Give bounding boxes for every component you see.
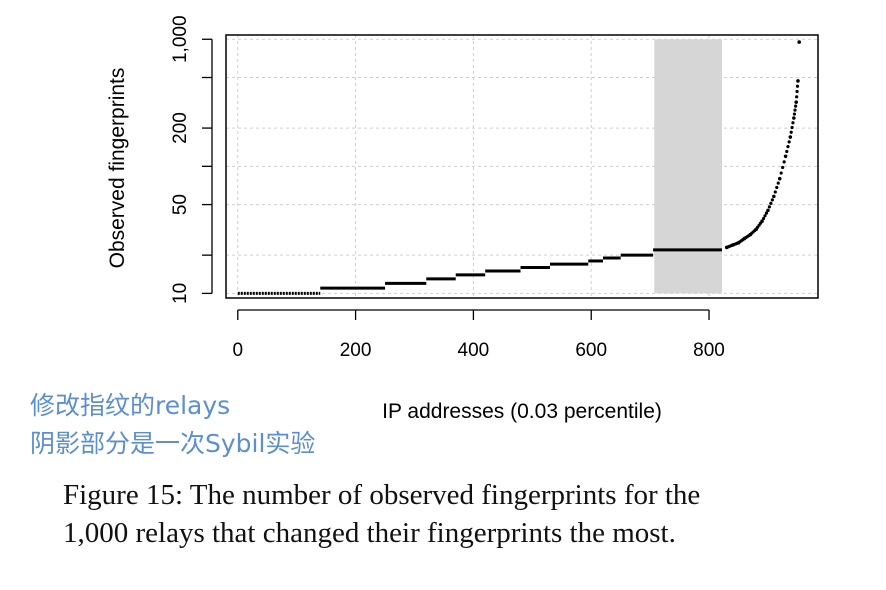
x-tick-label: 200 [340, 340, 372, 361]
series-point [776, 181, 780, 185]
series-point [781, 165, 785, 170]
x-axis-title: IP addresses (0.03 percentile) [382, 400, 662, 423]
series-point [758, 221, 763, 225]
x-tick-label: 0 [232, 340, 243, 361]
series-point [735, 241, 739, 245]
figure-caption: Figure 15: The number of observed finger… [63, 476, 863, 552]
series-point [769, 201, 773, 205]
series-point [763, 214, 767, 218]
series-point [775, 185, 779, 190]
chart: 0 200 400 600 800 10 50 200 1,000 IP addresses … [106, 15, 819, 423]
x-tick-label: 800 [693, 340, 725, 361]
series-point [782, 160, 786, 164]
y-tick-label: 10 [170, 283, 191, 304]
y-tick-label: 50 [170, 194, 191, 215]
series-point [761, 216, 766, 221]
series-point [787, 140, 791, 144]
series-point [753, 228, 757, 233]
series-point [766, 208, 770, 213]
series-point [794, 100, 799, 104]
series-point [795, 84, 800, 88]
series-point [729, 244, 733, 248]
series-point [777, 176, 782, 181]
y-axis-title: Observed fingerprints [106, 68, 129, 269]
series-point [773, 190, 777, 194]
series-point [785, 149, 789, 154]
series-point [772, 194, 776, 199]
grid [226, 35, 818, 298]
annotation-line-1: 修改指纹的relays [30, 391, 231, 420]
series-point [764, 211, 769, 215]
y-tick-label: 1,000 [170, 15, 191, 63]
series-point [741, 238, 745, 242]
series-point [783, 154, 788, 159]
x-tick-label: 400 [458, 340, 490, 361]
series-point [790, 125, 794, 130]
series-point [747, 234, 751, 238]
series-point [789, 130, 793, 134]
series-point [767, 205, 772, 209]
y-axis: 10 50 200 1,000 [170, 15, 213, 304]
annotation-line-2: 阴影部分是一次Sybil实验 [30, 429, 316, 458]
series-point [786, 145, 790, 149]
caption-line-2: 1,000 relays that changed their fingerpr… [63, 517, 676, 549]
x-tick-label: 600 [575, 340, 607, 361]
series-point [796, 79, 800, 83]
series-point [797, 40, 801, 44]
series-point [788, 135, 793, 139]
series-point [795, 89, 799, 94]
series-point [770, 198, 774, 202]
series-point [791, 121, 795, 125]
series-point [792, 112, 797, 116]
sybil-shaded-region [654, 39, 722, 294]
y-tick-label: 200 [170, 112, 191, 144]
data-series [237, 40, 801, 295]
series-point [792, 116, 796, 120]
caption-line-1: Figure 15: The number of observed finger… [63, 479, 701, 511]
plot-frame [225, 34, 819, 299]
x-axis: 0 200 400 600 800 [232, 309, 725, 361]
series-point [795, 95, 799, 99]
series-point [779, 171, 783, 175]
series-point [794, 104, 798, 108]
series-point [793, 108, 797, 112]
